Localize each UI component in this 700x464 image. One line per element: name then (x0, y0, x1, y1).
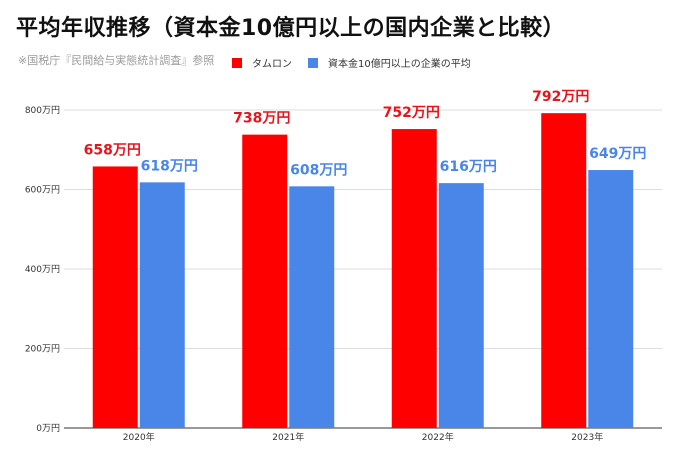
legend-item-tamron: タムロン (232, 55, 292, 70)
data-label: 649万円 (589, 146, 646, 162)
data-label: 608万円 (290, 162, 347, 178)
data-label: 658万円 (84, 142, 141, 158)
y-tick-label: 400万円 (25, 264, 60, 275)
bar (242, 134, 288, 428)
y-tick-label: 200万円 (25, 344, 60, 355)
source-note: ※国税庁『民間給与実態統計調査』参照 (18, 54, 215, 67)
data-label: 792万円 (532, 89, 589, 105)
x-tick-label: 2020年 (123, 431, 155, 443)
legend-item-average: 資本金10億円以上の企業の平均 (308, 55, 471, 70)
x-tick-label: 2023年 (571, 431, 603, 443)
data-label: 752万円 (383, 105, 440, 121)
bar (289, 186, 335, 428)
x-tick-label: 2021年 (272, 431, 304, 443)
data-label: 738万円 (233, 111, 290, 127)
y-tick-label: 600万円 (25, 185, 60, 196)
y-tick-label: 800万円 (25, 105, 60, 116)
y-tick-label: 0万円 (36, 423, 60, 434)
bar (588, 170, 634, 428)
legend-swatch-tamron (232, 57, 242, 68)
data-label: 616万円 (440, 159, 497, 175)
bar (391, 129, 437, 428)
data-label: 618万円 (141, 158, 198, 174)
legend-swatch-average (308, 57, 318, 68)
legend-label-tamron: タムロン (252, 59, 292, 70)
x-tick-label: 2022年 (422, 431, 454, 443)
bar (541, 113, 587, 429)
bar (438, 183, 484, 428)
bar (139, 182, 185, 428)
chart-title: 平均年収推移（資本金10億円以上の国内企業と比較） (16, 16, 566, 41)
legend: タムロン 資本金10億円以上の企業の平均 (232, 55, 487, 70)
bar (92, 166, 138, 428)
legend-label-average: 資本金10億円以上の企業の平均 (328, 59, 471, 70)
